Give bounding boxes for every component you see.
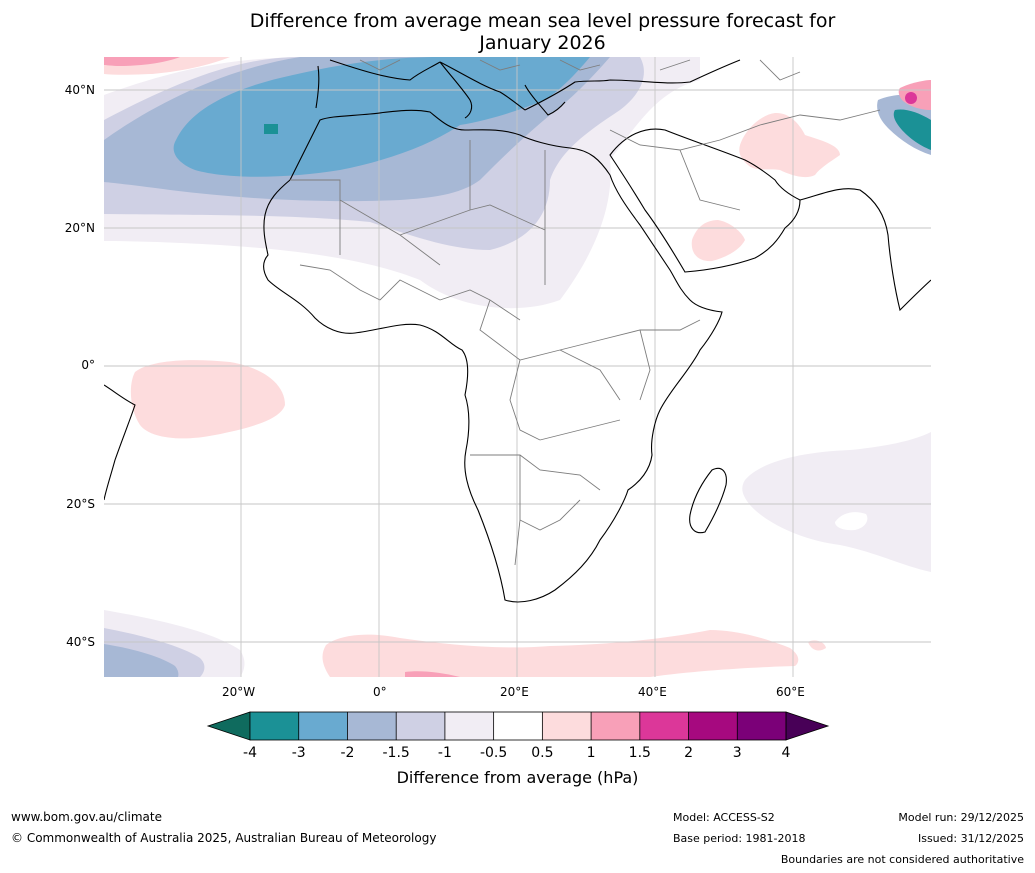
anomaly-pos2-himalaya	[905, 92, 917, 104]
colorbar-label: Difference from average (hPa)	[396, 768, 639, 787]
colorbar-tick-label: 3	[732, 745, 742, 761]
anomaly-pos1-nw	[104, 57, 180, 66]
map-title: Difference from average mean sea level p…	[205, 10, 880, 54]
colorbar-segment	[250, 712, 300, 740]
border-sahara	[290, 140, 546, 285]
lon-label-20e: 20°E	[500, 685, 529, 699]
colorbar-segment	[396, 712, 446, 740]
coastlines	[104, 59, 931, 603]
colorbar-extend-low	[206, 711, 251, 741]
colorbar-segment	[493, 712, 543, 740]
coastline-europe	[315, 59, 741, 111]
country-borders	[290, 59, 881, 566]
colorbar-extend-high	[785, 711, 830, 741]
lat-label-20n: 20°N	[64, 221, 95, 235]
footer-disclaimer: Boundaries are not considered authoritat…	[780, 853, 1024, 866]
colorbar	[206, 711, 830, 741]
anomaly-neg0.5-indian	[742, 432, 931, 572]
lat-label-20s: 20°S	[66, 497, 95, 511]
colorbar-segment	[591, 712, 641, 740]
colorbar-segment	[542, 712, 592, 740]
border-east-africa	[599, 319, 701, 401]
colorbar-tick-label: 2	[684, 745, 693, 761]
colorbar-outline	[249, 711, 787, 741]
anomaly-pos1-south	[405, 671, 460, 677]
anomaly-neg3-north	[264, 124, 278, 134]
anomaly-neg1.5-sw	[104, 644, 179, 677]
border-middle-east	[609, 109, 881, 211]
footer-website[interactable]: www.bom.gov.au/climate	[11, 810, 162, 824]
anomaly-pos0.5-atlantic	[130, 360, 285, 439]
border-central-africa	[479, 299, 621, 441]
border-west-africa	[299, 264, 521, 321]
anomaly-neg2-north	[173, 57, 590, 177]
lon-label-0: 0°	[373, 685, 387, 699]
colorbar-tick-label: -2	[340, 745, 355, 761]
colorbar-tick-label: 4	[781, 745, 791, 761]
anomaly-gap-indian	[835, 512, 868, 531]
lon-label-20w: 20°W	[222, 685, 256, 699]
gridlines	[104, 57, 931, 677]
coastline-south-america	[104, 384, 136, 501]
colorbar-segment	[737, 712, 787, 740]
lat-label-equator: 0°	[81, 358, 95, 372]
colorbar-tick-label: -1.5	[382, 745, 410, 761]
colorbar-tick-label: 0.5	[531, 745, 554, 761]
colorbar-segment	[347, 712, 397, 740]
footer-copyright: © Commonwealth of Australia 2025, Austra…	[11, 831, 437, 845]
colorbar-tick-label: -1	[437, 745, 452, 761]
lon-label-60e: 60°E	[776, 685, 805, 699]
coastline-arabia	[609, 128, 801, 273]
title-line-1: Difference from average mean sea level p…	[249, 10, 836, 32]
lat-label-40n: 40°N	[64, 83, 95, 97]
border-europe	[359, 59, 801, 81]
anomaly-pos0.5-arabia	[691, 220, 745, 262]
colorbar-segment	[688, 712, 738, 740]
colorbar-tick-label: 1	[586, 745, 596, 761]
footer-model: Model: ACCESS-S2	[673, 811, 775, 824]
coastline-italy	[439, 61, 473, 119]
border-southern-africa	[470, 454, 601, 566]
lat-label-40s: 40°S	[66, 635, 95, 649]
footer-issued: Issued: 31/12/2025	[917, 832, 1024, 845]
colorbar-tick-label: 1.5	[628, 745, 651, 761]
title-line-2: January 2026	[479, 32, 606, 54]
map-area	[104, 57, 931, 677]
footer-model-run: Model run: 29/12/2025	[898, 811, 1024, 824]
coastline-greece	[524, 84, 566, 116]
anomaly-pos0.5-south-east	[808, 640, 826, 651]
colorbar-segment	[444, 712, 495, 740]
colorbar-tick-label: -4	[243, 745, 257, 761]
coastline-africa	[262, 109, 723, 603]
colorbar-tick-label: -0.5	[479, 745, 508, 761]
colorbar-tick-label: -3	[291, 745, 306, 761]
anomaly-pos0.5-iran	[739, 112, 840, 178]
colorbar-segment	[639, 712, 690, 740]
anomaly-neg2-himalaya	[893, 109, 931, 150]
coastline-madagascar	[689, 467, 727, 534]
lon-label-40e: 40°E	[638, 685, 667, 699]
footer-base-period: Base period: 1981-2018	[673, 832, 806, 845]
coastline-india	[799, 188, 931, 312]
colorbar-segment	[298, 712, 348, 740]
